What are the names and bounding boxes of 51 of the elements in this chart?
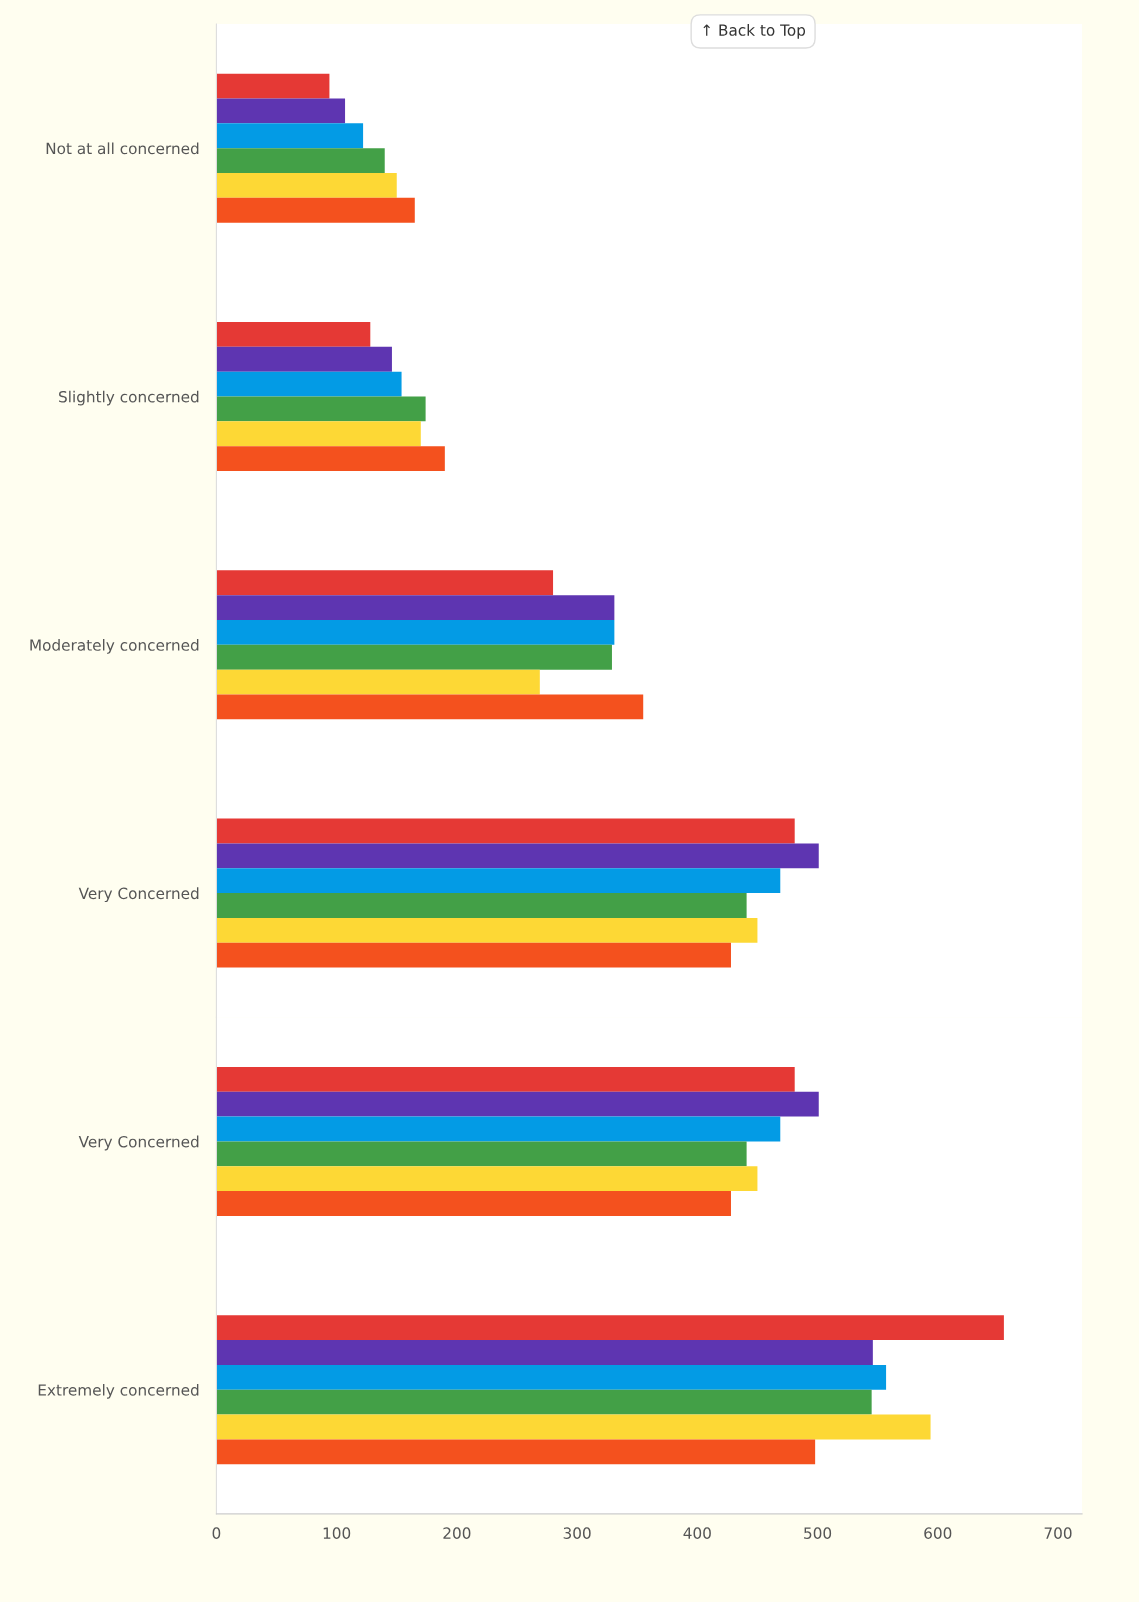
bar bbox=[216, 123, 364, 149]
x-tick-label: 400 bbox=[683, 1527, 711, 1539]
bar bbox=[216, 1439, 816, 1465]
bar bbox=[216, 843, 819, 869]
x-tick-label: 500 bbox=[804, 1527, 832, 1539]
y-tick-label: Very Concerned bbox=[78, 887, 199, 903]
bar bbox=[216, 570, 554, 596]
bar bbox=[216, 1315, 1004, 1341]
bar bbox=[216, 893, 747, 918]
x-tick-label: 0 bbox=[212, 1527, 221, 1539]
y-tick-label: Not at all concerned bbox=[46, 142, 199, 155]
bar bbox=[216, 197, 415, 223]
x-tick-label: 200 bbox=[443, 1527, 471, 1539]
bar bbox=[216, 917, 758, 943]
y-tick-label: Very Concerned bbox=[78, 1135, 199, 1151]
bar bbox=[216, 595, 615, 620]
bar bbox=[216, 1091, 819, 1117]
bar bbox=[216, 669, 540, 695]
bar bbox=[216, 1414, 931, 1440]
annotation: ↑ Back to Top bbox=[703, 24, 806, 39]
bar bbox=[216, 1166, 758, 1192]
x-tick-label: 300 bbox=[563, 1527, 591, 1539]
bar bbox=[216, 322, 371, 347]
bar bbox=[216, 1066, 795, 1092]
x-tick-label: 100 bbox=[323, 1527, 351, 1539]
bar bbox=[216, 868, 781, 894]
bar bbox=[216, 1389, 872, 1415]
bar bbox=[216, 942, 731, 968]
bar bbox=[216, 644, 612, 670]
bar bbox=[216, 1116, 781, 1142]
x-tick-label: 700 bbox=[1044, 1527, 1072, 1539]
bar bbox=[216, 1364, 887, 1390]
bar bbox=[216, 446, 445, 471]
bar bbox=[216, 1191, 731, 1216]
bar bbox=[216, 346, 392, 372]
y-tick-label: Slightly concerned bbox=[59, 390, 199, 406]
bar bbox=[216, 73, 330, 99]
bar bbox=[216, 371, 402, 397]
bar bbox=[216, 818, 795, 844]
x-tick-label: 600 bbox=[924, 1527, 952, 1539]
bar bbox=[216, 396, 426, 422]
bar bbox=[216, 148, 385, 174]
bar bbox=[216, 173, 397, 198]
y-tick-label: Extremely concerned bbox=[38, 1383, 199, 1399]
y-tick-label: Moderately concerned bbox=[30, 639, 199, 654]
bar bbox=[216, 694, 644, 720]
bar bbox=[216, 421, 421, 447]
bar bbox=[216, 1340, 873, 1365]
bar bbox=[216, 619, 615, 645]
bar bbox=[216, 1141, 747, 1167]
bar bbox=[216, 98, 346, 124]
